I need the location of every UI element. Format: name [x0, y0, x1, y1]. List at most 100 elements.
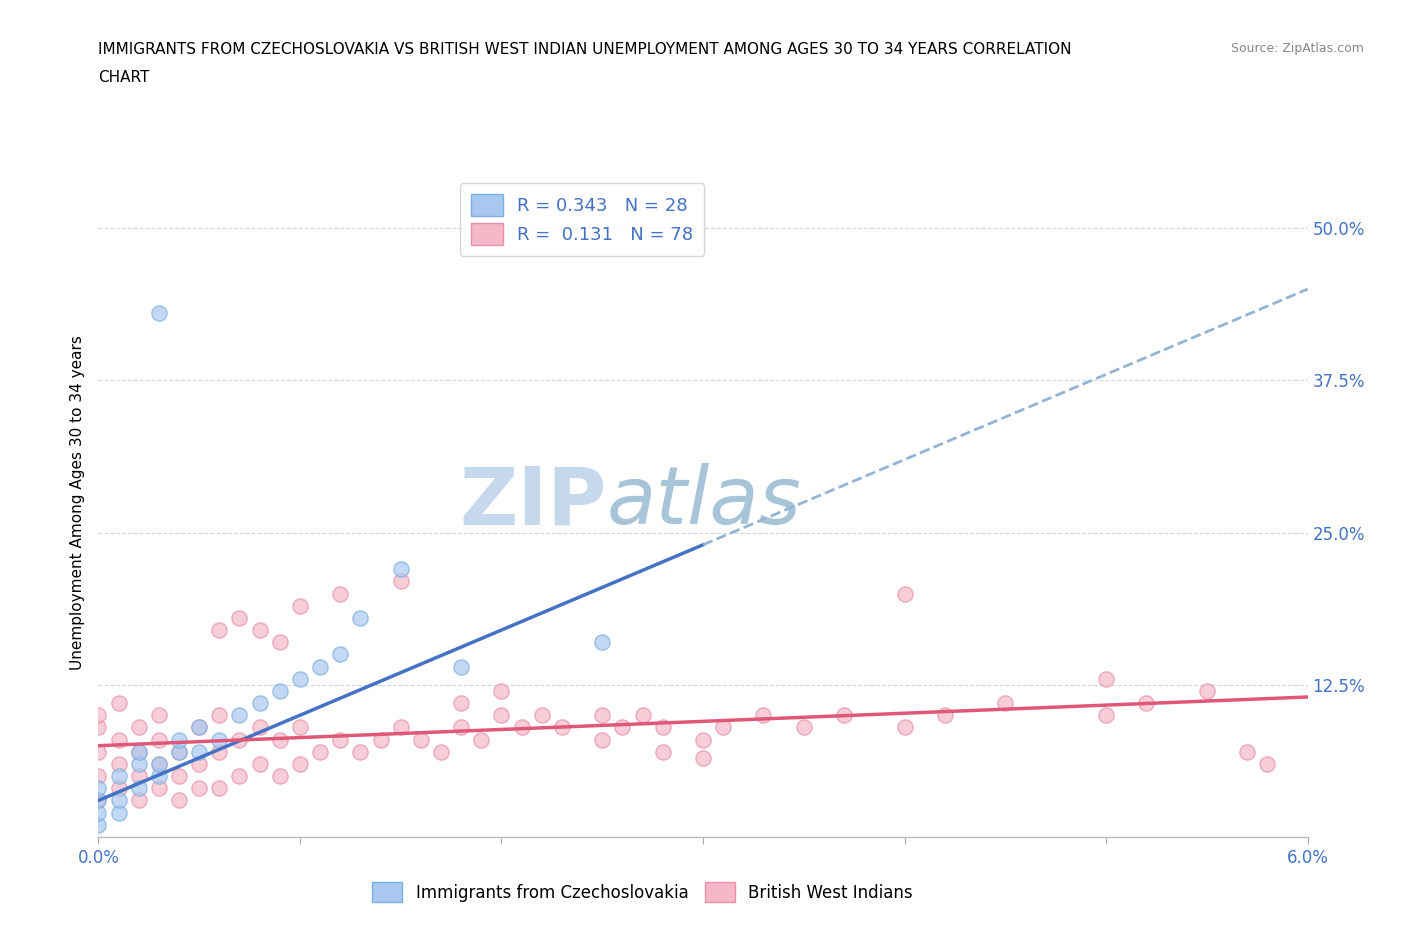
- Point: [752, 708, 775, 723]
- Point: [107, 781, 129, 796]
- Text: ZIP: ZIP: [458, 463, 606, 541]
- Point: [249, 756, 271, 771]
- Point: [349, 610, 371, 625]
- Point: [128, 781, 150, 796]
- Point: [148, 708, 170, 723]
- Legend: Immigrants from Czechoslovakia, British West Indians: Immigrants from Czechoslovakia, British …: [366, 875, 920, 909]
- Point: [430, 744, 453, 759]
- Point: [409, 732, 432, 747]
- Point: [107, 696, 129, 711]
- Point: [249, 622, 271, 637]
- Point: [491, 684, 513, 698]
- Point: [631, 708, 654, 723]
- Point: [208, 781, 231, 796]
- Point: [591, 635, 613, 650]
- Point: [591, 708, 613, 723]
- Point: [167, 732, 190, 747]
- Text: Source: ZipAtlas.com: Source: ZipAtlas.com: [1230, 42, 1364, 55]
- Point: [188, 720, 211, 735]
- Point: [491, 708, 513, 723]
- Point: [349, 744, 371, 759]
- Text: CHART: CHART: [98, 70, 150, 85]
- Point: [370, 732, 392, 747]
- Point: [893, 586, 915, 601]
- Point: [832, 708, 855, 723]
- Point: [1095, 671, 1118, 686]
- Point: [389, 720, 412, 735]
- Point: [510, 720, 533, 735]
- Point: [167, 793, 190, 808]
- Point: [711, 720, 734, 735]
- Point: [692, 751, 714, 765]
- Point: [148, 781, 170, 796]
- Point: [87, 805, 110, 820]
- Point: [288, 720, 311, 735]
- Point: [389, 562, 412, 577]
- Point: [87, 793, 110, 808]
- Point: [1256, 756, 1278, 771]
- Point: [148, 769, 170, 784]
- Point: [249, 720, 271, 735]
- Point: [107, 732, 129, 747]
- Point: [167, 744, 190, 759]
- Point: [87, 817, 110, 832]
- Point: [450, 696, 472, 711]
- Point: [208, 732, 231, 747]
- Point: [329, 647, 352, 662]
- Point: [329, 586, 352, 601]
- Point: [128, 720, 150, 735]
- Point: [148, 306, 170, 321]
- Point: [994, 696, 1017, 711]
- Point: [87, 744, 110, 759]
- Point: [309, 659, 332, 674]
- Point: [591, 732, 613, 747]
- Point: [470, 732, 492, 747]
- Point: [107, 769, 129, 784]
- Point: [87, 793, 110, 808]
- Point: [128, 744, 150, 759]
- Point: [793, 720, 815, 735]
- Point: [107, 756, 129, 771]
- Point: [208, 744, 231, 759]
- Point: [309, 744, 332, 759]
- Point: [249, 696, 271, 711]
- Point: [188, 744, 211, 759]
- Point: [269, 732, 291, 747]
- Point: [167, 744, 190, 759]
- Point: [188, 756, 211, 771]
- Point: [692, 732, 714, 747]
- Point: [87, 781, 110, 796]
- Point: [651, 744, 673, 759]
- Point: [269, 635, 291, 650]
- Point: [288, 598, 311, 613]
- Point: [188, 781, 211, 796]
- Point: [450, 659, 472, 674]
- Point: [1135, 696, 1157, 711]
- Point: [188, 720, 211, 735]
- Point: [269, 684, 291, 698]
- Point: [107, 793, 129, 808]
- Point: [612, 720, 634, 735]
- Point: [329, 732, 352, 747]
- Point: [87, 720, 110, 735]
- Point: [934, 708, 956, 723]
- Point: [450, 720, 472, 735]
- Point: [228, 708, 250, 723]
- Point: [288, 671, 311, 686]
- Point: [87, 769, 110, 784]
- Point: [288, 756, 311, 771]
- Point: [208, 622, 231, 637]
- Y-axis label: Unemployment Among Ages 30 to 34 years: Unemployment Among Ages 30 to 34 years: [69, 335, 84, 670]
- Point: [87, 708, 110, 723]
- Point: [128, 769, 150, 784]
- Point: [530, 708, 553, 723]
- Point: [128, 744, 150, 759]
- Point: [148, 756, 170, 771]
- Point: [148, 756, 170, 771]
- Point: [893, 720, 915, 735]
- Point: [269, 769, 291, 784]
- Point: [228, 610, 250, 625]
- Point: [148, 732, 170, 747]
- Point: [551, 720, 574, 735]
- Point: [1195, 684, 1218, 698]
